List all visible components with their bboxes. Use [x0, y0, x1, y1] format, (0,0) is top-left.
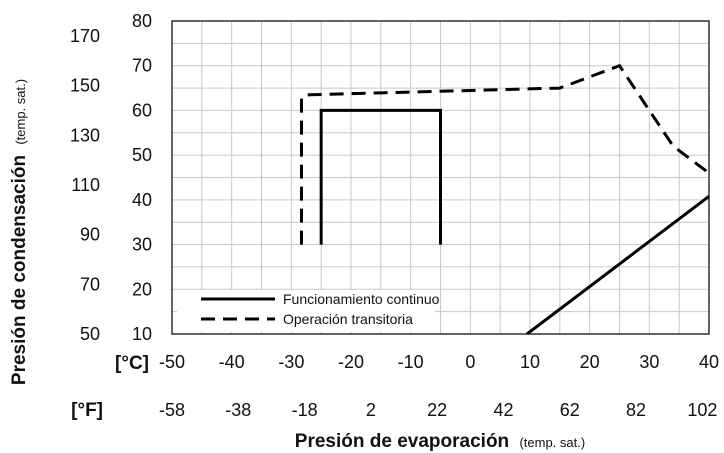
x-unit-fahrenheit: [°F]	[71, 400, 103, 421]
y-axis-title-note: (temp. sat.)	[13, 79, 28, 145]
x-tick-label-c: -10	[398, 352, 424, 372]
series-layer	[299, 63, 710, 336]
y-tick-label-f: 90	[80, 225, 100, 245]
legend: Funcionamiento continuo Operación transi…	[177, 290, 440, 332]
x-tick-label-f: -58	[159, 400, 185, 420]
x-tick-label-c: -30	[278, 352, 304, 372]
y-tick-label-f: 130	[70, 125, 100, 145]
x-tick-label-c: 30	[639, 352, 659, 372]
x-tick-label-f: 62	[560, 400, 580, 420]
y-tick-label-c: 80	[132, 11, 152, 31]
x-axis-title-note: (temp. sat.)	[519, 435, 585, 450]
y-tick-label-c: 50	[132, 145, 152, 165]
x-unit-celsius: [°C]	[115, 353, 149, 374]
x-tick-label-f: 42	[493, 400, 513, 420]
legend-label-continuous: Funcionamiento continuo	[283, 291, 440, 307]
legend-background	[177, 290, 435, 332]
x-tick-label-c: -20	[338, 352, 364, 372]
y-tick-label-c: 60	[132, 100, 152, 120]
y-tick-label-f: 170	[70, 26, 100, 46]
y-tick-label-c: 70	[132, 56, 152, 76]
x-tick-label-c: 40	[699, 352, 719, 372]
y-tick-label-f: 50	[80, 324, 100, 344]
x-tick-label-f: -38	[225, 400, 251, 420]
x-tick-label-c: 10	[520, 352, 540, 372]
x-tick-label-c: -40	[219, 352, 245, 372]
y-tick-label-c: 30	[132, 235, 152, 255]
x-tick-label-f: 2	[366, 400, 376, 420]
y-tick-label-f: 70	[80, 274, 100, 294]
series-funcionamiento-continuo	[319, 108, 442, 245]
x-tick-label-c: 20	[580, 352, 600, 372]
series-line-2	[526, 195, 710, 336]
x-tick-label-f: -18	[292, 400, 318, 420]
tick-labels: -50 -40 -30 -20 -10 0 10 20 30 40-58 -38 -18 2 22 42 62…	[70, 11, 719, 420]
x-axis-title-main: Presión de evaporación	[295, 431, 509, 452]
y-tick-label-c: 20	[132, 279, 152, 299]
x-tick-label-c: -50	[159, 352, 185, 372]
plot-area-frame	[171, 20, 710, 335]
x-tick-label-c: 0	[465, 352, 475, 372]
y-tick-label-c: 40	[132, 190, 152, 210]
y-tick-label-f: 150	[70, 76, 100, 96]
y-axis-title: Presión de condensación (temp. sat.)	[9, 79, 30, 385]
y-axis-title-main: Presión de condensación	[9, 155, 30, 385]
x-axis-title: Presión de evaporación (temp. sat.)	[295, 431, 585, 452]
series-operaci-n-transitoria	[299, 63, 710, 245]
x-tick-label-f: 102	[687, 400, 717, 420]
x-tick-label-f: 82	[626, 400, 646, 420]
legend-label-transient: Operación transitoria	[283, 311, 413, 327]
y-tick-label-c: 10	[132, 324, 152, 344]
x-tick-label-f: 22	[427, 400, 447, 420]
y-tick-label-f: 110	[71, 175, 100, 195]
